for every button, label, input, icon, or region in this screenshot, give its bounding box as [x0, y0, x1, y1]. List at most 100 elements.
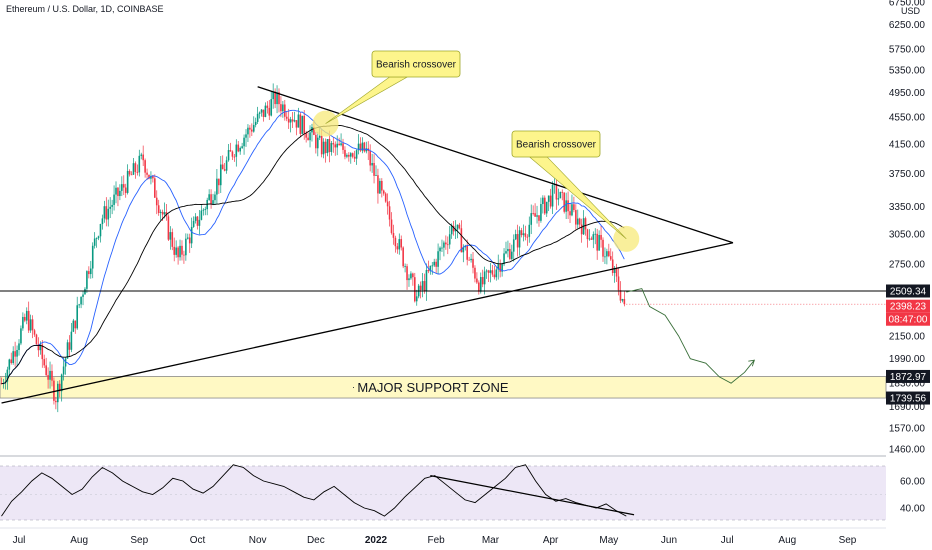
- candle-body: [251, 129, 253, 132]
- candle: [138, 149, 141, 177]
- candle: [402, 246, 404, 269]
- candle: [235, 139, 238, 167]
- candle-body: [547, 195, 550, 202]
- candle: [468, 256, 470, 261]
- candle-body: [357, 143, 360, 151]
- candle-body: [309, 132, 311, 141]
- candle: [326, 138, 329, 157]
- candle-body: [291, 119, 294, 122]
- candle: [476, 272, 478, 284]
- candle-body: [219, 164, 222, 186]
- candle: [186, 233, 189, 240]
- candle: [241, 142, 243, 149]
- candle-body: [249, 127, 251, 130]
- candle: [452, 220, 455, 236]
- candle-body: [431, 265, 434, 267]
- candle-body: [12, 351, 14, 364]
- candle: [25, 307, 28, 325]
- candle-body: [41, 344, 44, 360]
- candle-body: [272, 91, 274, 100]
- candle-body: [18, 343, 20, 350]
- price-label-tag: 08:47:00: [886, 312, 930, 326]
- candle-body: [445, 242, 447, 245]
- candle: [51, 364, 53, 387]
- candle: [157, 199, 160, 216]
- candle-body: [586, 229, 589, 240]
- candle-body: [381, 180, 383, 191]
- candle-body: [505, 251, 507, 254]
- candle: [155, 190, 158, 215]
- candle: [431, 261, 434, 275]
- candle: [421, 273, 424, 298]
- candle-body: [353, 156, 356, 159]
- candle-body: [549, 195, 552, 207]
- candle: [74, 320, 77, 334]
- candle-body: [24, 316, 26, 321]
- candle: [483, 266, 486, 295]
- candle: [419, 281, 422, 299]
- candle: [183, 250, 185, 264]
- candle: [571, 194, 573, 217]
- candle-body: [140, 154, 143, 156]
- candle-body: [545, 201, 548, 214]
- falling-trendline: [257, 86, 734, 244]
- candle: [243, 134, 245, 155]
- callout: Bearish crossover: [325, 50, 461, 124]
- candle-body: [322, 141, 325, 155]
- candle-body: [295, 120, 298, 128]
- candle-body: [458, 224, 461, 229]
- candle: [615, 263, 618, 283]
- candle: [231, 150, 234, 161]
- candle: [408, 274, 410, 287]
- candle-body: [181, 245, 183, 255]
- candle-body: [260, 109, 263, 113]
- candle: [390, 212, 393, 235]
- candle-body: [388, 206, 391, 220]
- candle-body: [171, 232, 174, 247]
- candle: [27, 301, 30, 333]
- price-tick-label: 2150.00: [889, 332, 926, 343]
- candle-body: [190, 226, 193, 244]
- candle: [511, 244, 513, 261]
- candle-body: [538, 215, 540, 221]
- price-tick-label: 1460.00: [889, 445, 926, 456]
- candle: [208, 189, 210, 201]
- candle-body: [297, 114, 300, 128]
- rsi-tick-label: 40.00: [900, 504, 925, 515]
- candle: [609, 248, 612, 261]
- candle-body: [280, 104, 282, 112]
- candle: [171, 228, 174, 251]
- candle: [31, 315, 34, 339]
- candle-body: [146, 172, 148, 175]
- candle-body: [169, 232, 172, 240]
- callout-box: [511, 130, 601, 158]
- candle-body: [175, 247, 177, 255]
- candle-body: [613, 267, 616, 274]
- candle-body: [49, 370, 51, 380]
- candle: [266, 101, 269, 114]
- candle-body: [8, 359, 11, 370]
- candle-body: [392, 232, 395, 238]
- time-tick-label: Oct: [190, 535, 206, 546]
- candle: [202, 208, 205, 216]
- price-label-text: 1872.97: [890, 372, 927, 383]
- price-tick-label: 3350.00: [889, 202, 926, 213]
- candle-body: [268, 107, 271, 116]
- candle-body: [561, 191, 564, 193]
- candle: [122, 175, 125, 196]
- candle: [588, 229, 591, 241]
- candle-body: [179, 245, 181, 258]
- candle-body: [596, 233, 598, 251]
- candle-body: [427, 270, 430, 272]
- candle: [309, 125, 311, 148]
- candle-body: [121, 184, 123, 191]
- candle-body: [478, 282, 480, 292]
- candle-body: [543, 197, 546, 214]
- candle-body: [509, 248, 511, 259]
- candle-body: [101, 218, 104, 225]
- candle: [369, 144, 371, 172]
- candle-body: [580, 224, 583, 235]
- candle: [12, 346, 14, 365]
- candle: [167, 214, 170, 242]
